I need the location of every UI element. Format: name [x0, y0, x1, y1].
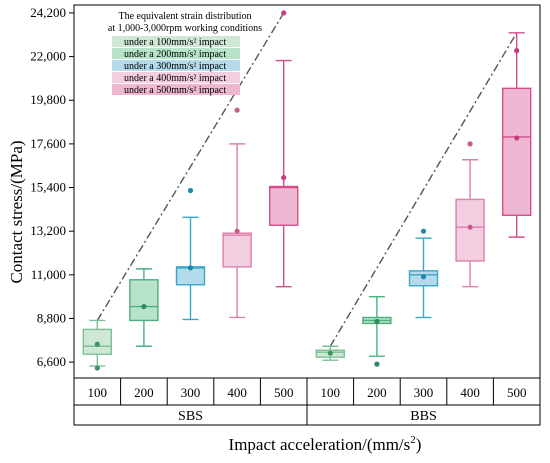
y-tick-label: 15,400 [30, 180, 66, 195]
y-tick-label: 8,800 [37, 310, 66, 325]
y-tick-label: 22,000 [30, 49, 66, 64]
y-tick-label: 19,800 [30, 92, 66, 107]
legend-title-line2: at 1,000-3,000rpm working conditions [108, 23, 262, 34]
boxes [82, 10, 532, 371]
box-bbs-400 [455, 141, 485, 288]
outlier-point [374, 361, 380, 367]
x-category-label: 100 [88, 385, 108, 400]
trend-line-bbs [329, 32, 518, 347]
box-body [455, 198, 485, 262]
box-sbs-200 [129, 268, 159, 347]
legend-swatch [112, 48, 240, 59]
y-tick-label: 13,200 [30, 223, 66, 238]
legend-swatch [112, 60, 240, 71]
legend-entry: under a 100mm/s² impact [124, 37, 226, 48]
x-axis-title-end: ) [416, 435, 422, 454]
mean-point [234, 228, 240, 234]
box-body [129, 279, 159, 322]
legend-title-line1: The equivalent strain distribution [118, 11, 251, 22]
y-tick-label: 6,600 [37, 354, 66, 369]
mean-point [281, 175, 287, 181]
mean-point [374, 318, 380, 325]
outlier-point [94, 365, 100, 371]
trend-lines [96, 12, 518, 347]
mean-point [187, 265, 194, 271]
x-category-label: 100 [321, 385, 341, 400]
y-tick-label: 24,200 [30, 5, 66, 20]
x-category-label: 300 [181, 385, 201, 400]
group-label-bbs: BBS [410, 409, 436, 424]
mean-point [94, 341, 100, 347]
x-category-label: 400 [460, 385, 480, 400]
y-axis-title: Contact stress/(MPa) [7, 140, 26, 283]
y-tick-label: 17,600 [30, 136, 66, 151]
outlier-point [281, 10, 287, 16]
outlier-point [420, 228, 427, 234]
outlier-point [514, 48, 520, 54]
legend-swatch [112, 84, 240, 95]
box-sbs-100 [82, 319, 113, 371]
box-sbs-400 [222, 107, 252, 319]
box-sbs-300 [175, 187, 206, 321]
legend-swatch [112, 72, 240, 83]
legend-entry: under a 400mm/s² impact [124, 73, 226, 84]
box-body [82, 328, 113, 355]
axes: 6,600 8,800 11,000 13,200 15,400 17,600 19,800… [30, 4, 541, 426]
legend-entry: under a 500mm/s² impact [124, 85, 226, 96]
mean-point [514, 135, 520, 141]
outlier-point [234, 107, 240, 113]
x-axis-title-main: Impact acceleration/(mm/s [229, 435, 411, 454]
box-body [269, 185, 299, 226]
x-category-label: 200 [367, 385, 387, 400]
mean-point [420, 274, 427, 280]
box-bbs-200 [362, 295, 392, 367]
legend-entry: under a 200mm/s² impact [124, 49, 226, 60]
x-axis-title: Impact acceleration/(mm/s2) [229, 434, 422, 454]
box-sbs-500 [269, 10, 299, 288]
box-body [222, 232, 252, 268]
trend-line-sbs [96, 12, 285, 321]
box-bbs-500 [502, 32, 532, 238]
x-category-label: 200 [134, 385, 154, 400]
x-axis-title-sup: 2 [410, 434, 416, 446]
x-category-label: 400 [227, 385, 247, 400]
mean-point [141, 303, 147, 310]
x-category-label: 500 [274, 385, 294, 400]
group-label-sbs: SBS [178, 409, 203, 424]
outlier-point [467, 141, 473, 147]
outlier-point [187, 187, 194, 194]
legend-swatch [112, 36, 240, 47]
box-bbs-300 [408, 228, 439, 319]
legend-entry: under a 300mm/s² impact [124, 61, 226, 72]
y-tick-label: 11,000 [31, 267, 66, 282]
mean-point [327, 350, 333, 356]
box-body [502, 87, 532, 217]
x-category-label: 300 [414, 385, 434, 400]
box-bbs-100 [315, 345, 345, 361]
x-category-label: 500 [507, 385, 527, 400]
mean-point [467, 224, 473, 230]
